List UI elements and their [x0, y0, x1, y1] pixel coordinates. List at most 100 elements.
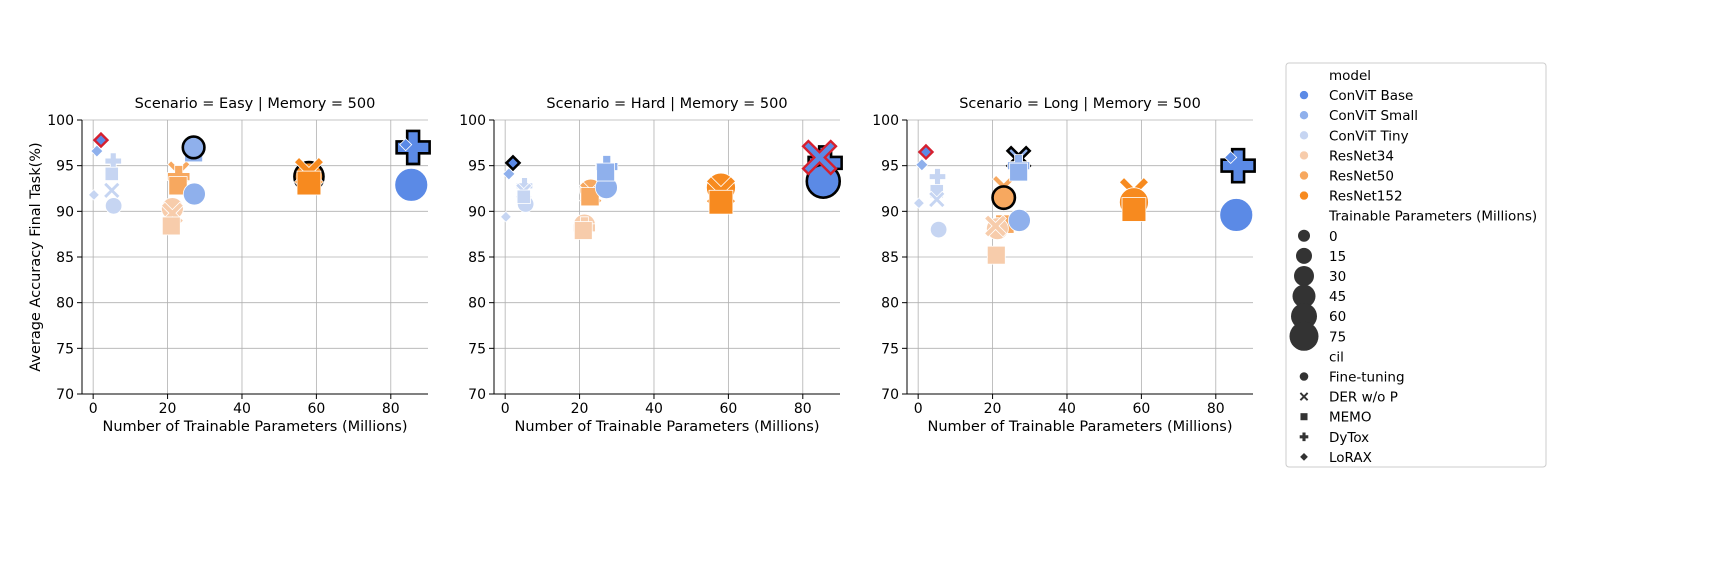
data-point	[90, 144, 104, 158]
data-point	[928, 168, 947, 186]
x-axis-label: Number of Trainable Parameters (Millions…	[514, 419, 819, 435]
legend-title-model: model	[1329, 68, 1371, 84]
data-point	[991, 185, 1017, 211]
data-point	[708, 189, 734, 215]
y-tick-label: 75	[881, 341, 899, 357]
legend-label-size: 30	[1329, 269, 1346, 285]
chart-panel-3: 0 20 40 60 80 70 75 80 85 90 95 100 Scenario = Long …	[872, 96, 1256, 435]
y-tick-label: 70	[56, 387, 74, 403]
data-point	[573, 221, 593, 240]
x-tick-label: 60	[1132, 401, 1150, 417]
data-point	[580, 187, 600, 207]
legend: model ConViT Base ConViT Small ConViT Tiny R…	[1285, 62, 1547, 468]
legend-label-model: ConViT Tiny	[1329, 128, 1409, 144]
data-point	[296, 170, 322, 196]
y-tick-label: 80	[468, 296, 486, 312]
y-tick-label: 95	[468, 159, 486, 175]
x-tick-label: 40	[1058, 401, 1076, 417]
data-point	[1009, 162, 1028, 182]
data-point	[502, 167, 516, 181]
legend-label-size: 45	[1329, 289, 1346, 305]
data-point	[103, 181, 121, 200]
x-tick-label: 80	[794, 401, 812, 417]
y-axis-label: Average Accuracy Final Task(%)	[28, 142, 44, 371]
data-point	[928, 190, 946, 209]
y-tick-label: 85	[468, 250, 486, 266]
legend-swatch-cil	[1300, 413, 1308, 421]
data-point	[984, 214, 1008, 238]
legend-label-cil: DER w/o P	[1329, 390, 1398, 406]
chart-panel-1: 0 20 40 60 80 70 75 80 85 90 95 100 Scenario = Easy …	[28, 96, 431, 435]
data-point	[104, 166, 119, 181]
legend-swatch-size	[1292, 284, 1316, 308]
legend-swatch-size	[1289, 321, 1319, 351]
x-tick-label: 0	[501, 401, 510, 417]
legend-label-size: 0	[1329, 229, 1338, 245]
data-point	[516, 189, 531, 204]
data-point	[504, 154, 522, 172]
x-tick-label: 0	[914, 401, 923, 417]
legend-title-size: Trainable Parameters (Millions)	[1328, 209, 1537, 225]
data-point	[1121, 197, 1147, 222]
legend-label-size: 75	[1329, 329, 1346, 345]
data-point	[986, 245, 1006, 265]
legend-swatch-model	[1299, 90, 1309, 100]
legend-swatch-model	[1299, 150, 1309, 161]
legend-label-model: ResNet50	[1329, 169, 1394, 185]
legend-swatch-model	[1299, 170, 1309, 181]
legend-label-model: ResNet34	[1329, 148, 1394, 164]
data-point	[181, 135, 206, 160]
data-point	[929, 220, 948, 239]
y-tick-label: 75	[56, 341, 74, 357]
legend-label-cil: LoRAX	[1329, 450, 1372, 466]
y-tick-label: 85	[56, 250, 74, 266]
y-tick-label: 90	[468, 204, 486, 220]
chart-title: Scenario = Long | Memory = 500	[959, 96, 1201, 112]
legend-swatch-model	[1299, 190, 1309, 201]
data-point	[499, 210, 512, 223]
y-tick-label: 95	[881, 159, 899, 175]
legend-label-model: ConViT Small	[1329, 108, 1418, 124]
legend-swatch-model	[1299, 110, 1309, 120]
data-point	[87, 188, 100, 201]
data-point	[161, 216, 181, 236]
legend-swatch-cil	[1299, 432, 1309, 442]
chart-title: Scenario = Easy | Memory = 500	[135, 96, 376, 112]
legend-label-size: 60	[1329, 309, 1346, 325]
y-tick-label: 90	[881, 204, 899, 220]
legend-label-cil: DyTox	[1329, 430, 1369, 446]
y-tick-label: 70	[468, 387, 486, 403]
data-point	[92, 131, 110, 149]
y-tick-label: 100	[47, 113, 74, 129]
legend-swatch-cil	[1299, 392, 1309, 401]
data-point	[104, 197, 123, 215]
legend-label-cil: MEMO	[1329, 410, 1371, 426]
data-point	[399, 138, 413, 152]
x-tick-label: 0	[89, 401, 98, 417]
y-tick-label: 80	[881, 296, 899, 312]
y-tick-label: 100	[459, 113, 486, 129]
data-point	[394, 167, 429, 202]
data-point	[912, 197, 925, 210]
legend-swatch-size	[1298, 229, 1310, 242]
legend-frame	[1285, 62, 1547, 468]
data-point	[596, 162, 615, 182]
data-point	[915, 158, 929, 172]
data-point	[1220, 147, 1256, 184]
legend-label-model: ConViT Base	[1329, 88, 1413, 104]
data-point	[1007, 209, 1031, 232]
data-point	[917, 143, 935, 161]
y-tick-label: 70	[881, 387, 899, 403]
data-point	[1219, 198, 1254, 232]
y-tick-label: 85	[881, 250, 899, 266]
legend-swatch-size	[1296, 247, 1312, 264]
y-tick-label: 90	[56, 204, 74, 220]
x-tick-label: 40	[233, 401, 251, 417]
y-tick-label: 80	[56, 296, 74, 312]
data-point	[1224, 150, 1238, 165]
legend-label-size: 15	[1329, 249, 1346, 265]
y-tick-label: 95	[56, 159, 74, 175]
data-point	[801, 139, 838, 176]
legend-label-cil: Fine-tuning	[1329, 370, 1405, 386]
